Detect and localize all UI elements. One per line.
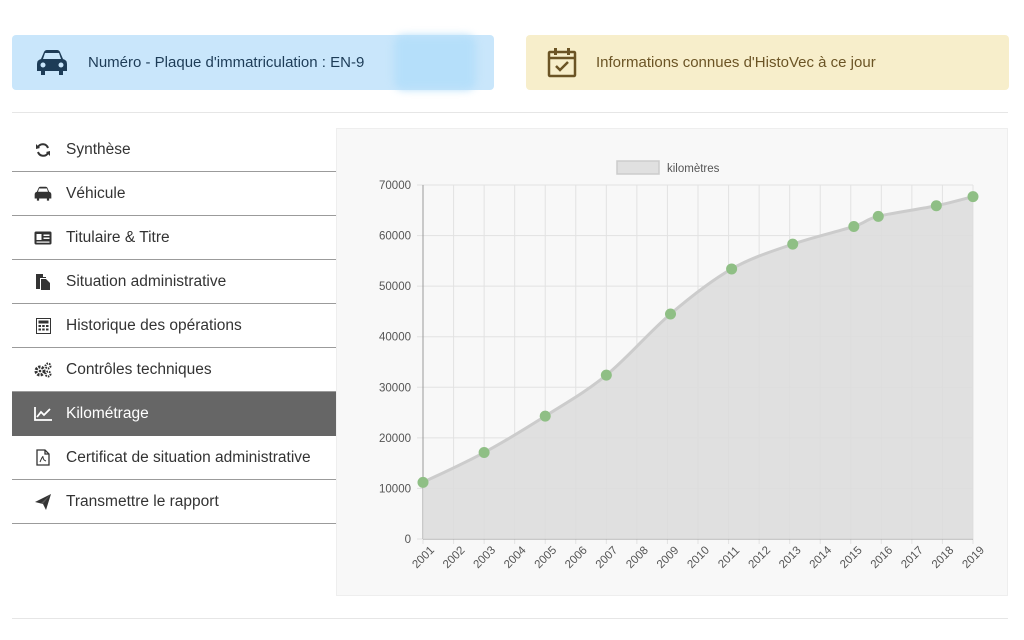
bottom-divider	[12, 618, 1008, 619]
data-point	[600, 369, 612, 381]
x-tick-label: 2001	[410, 544, 437, 571]
x-tick-label: 2016	[869, 544, 896, 571]
car-icon	[34, 49, 70, 77]
menu-item-historique[interactable]: Historique des opérations	[12, 304, 336, 348]
menu-item-kilometrage[interactable]: Kilométrage	[12, 392, 336, 436]
y-tick-label: 70000	[379, 180, 411, 192]
x-tick-label: 2006	[563, 544, 590, 571]
refresh-icon	[32, 141, 54, 159]
x-tick-label: 2008	[624, 544, 651, 571]
legend-label: kilomètres	[667, 163, 720, 175]
x-tick-label: 2011	[716, 545, 742, 571]
data-point	[967, 191, 979, 203]
x-tick-label: 2014	[808, 544, 835, 571]
plate-label: Numéro - Plaque d'immatriculation : EN-9	[88, 54, 365, 71]
menu-item-label: Véhicule	[66, 184, 126, 202]
data-point	[930, 200, 942, 212]
x-tick-label: 2015	[838, 544, 865, 571]
menu-item-label: Kilométrage	[66, 404, 149, 422]
data-point	[539, 410, 551, 422]
data-point	[665, 308, 676, 320]
calendar-check-icon	[546, 47, 578, 79]
side-menu: Synthèse Véhicule Titulaire & Titre Situ…	[12, 128, 336, 524]
data-point	[417, 476, 429, 488]
y-tick-label: 0	[405, 534, 411, 546]
data-point	[848, 220, 860, 232]
x-tick-label: 2019	[960, 544, 987, 571]
data-point	[478, 447, 490, 459]
x-tick-label: 2003	[472, 544, 499, 571]
menu-item-label: Certificat de situation administrative	[66, 448, 311, 466]
menu-item-titulaire[interactable]: Titulaire & Titre	[12, 216, 336, 260]
id-card-icon	[32, 229, 54, 247]
mileage-chart: 0 10000 20000 30000 40000 50000 60000 70000 2001…	[379, 160, 987, 571]
data-point	[787, 238, 799, 250]
series-line	[422, 195, 974, 484]
menu-item-label: Transmettre le rapport	[66, 492, 219, 510]
x-tick-label: 2018	[930, 544, 957, 571]
paper-plane-icon	[32, 493, 54, 511]
info-label: Informations connues d'HistoVec à ce jou…	[596, 54, 876, 71]
y-tick-label: 10000	[379, 483, 411, 495]
x-tick-label: 2002	[441, 544, 468, 571]
x-tick-label: 2005	[533, 544, 560, 571]
menu-item-vehicule[interactable]: Véhicule	[12, 172, 336, 216]
x-tick-label: 2007	[594, 544, 621, 571]
menu-item-label: Contrôles techniques	[66, 360, 212, 378]
y-tick-label: 60000	[379, 231, 411, 243]
redaction-blur	[394, 35, 476, 90]
car-icon	[32, 185, 54, 203]
info-banner: Informations connues d'HistoVec à ce jou…	[526, 35, 1009, 90]
menu-item-situation-administrative[interactable]: Situation administrative	[12, 260, 336, 304]
x-tick-label: 2004	[502, 544, 529, 571]
menu-item-synthese[interactable]: Synthèse	[12, 128, 336, 172]
cogs-icon	[32, 361, 54, 379]
menu-item-label: Synthèse	[66, 140, 131, 158]
menu-item-label: Titulaire & Titre	[66, 228, 170, 246]
x-tick-label: 2017	[899, 544, 926, 571]
menu-item-transmettre[interactable]: Transmettre le rapport	[12, 480, 336, 524]
y-tick-label: 30000	[379, 382, 411, 394]
y-tick-label: 40000	[379, 332, 411, 344]
plate-banner: Numéro - Plaque d'immatriculation : EN-9	[12, 35, 494, 90]
x-tick-label: 2009	[655, 544, 682, 571]
menu-item-controles-techniques[interactable]: Contrôles techniques	[12, 348, 336, 392]
x-tick-label: 2010	[685, 544, 712, 571]
top-divider	[12, 112, 1008, 113]
line-chart-icon	[32, 405, 54, 423]
x-tick-label: 2012	[747, 544, 774, 571]
data-point	[872, 210, 884, 222]
menu-item-certificat[interactable]: Certificat de situation administrative	[12, 436, 336, 480]
documents-icon	[32, 273, 54, 291]
y-tick-label: 20000	[379, 433, 411, 445]
data-point	[726, 263, 738, 275]
menu-item-label: Historique des opérations	[66, 316, 242, 334]
legend-swatch	[616, 160, 660, 175]
y-tick-label: 50000	[379, 281, 411, 293]
series-area-fill	[423, 196, 973, 539]
mileage-chart-panel: 0 10000 20000 30000 40000 50000 60000 70000 2001…	[336, 128, 1008, 596]
x-tick-label: 2013	[777, 544, 804, 571]
menu-item-label: Situation administrative	[66, 272, 227, 290]
pdf-file-icon	[32, 449, 54, 467]
calculator-icon	[32, 317, 54, 335]
